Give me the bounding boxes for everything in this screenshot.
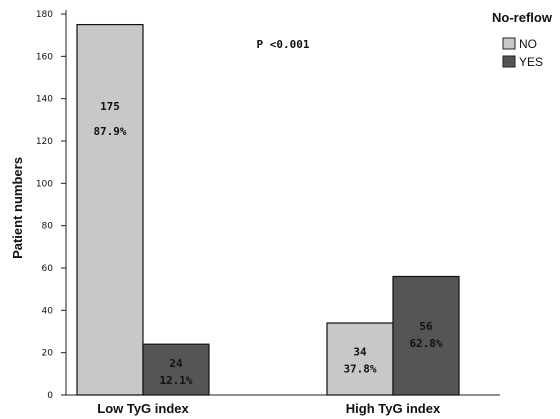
y-tick-label: 160 <box>36 52 53 62</box>
legend-label-no: NO <box>519 37 537 51</box>
p-value-annotation: P <0.001 <box>257 38 310 51</box>
category-labels: Low TyG index High TyG index <box>97 401 441 416</box>
bar-percent-label: 37.8% <box>343 362 376 375</box>
bar-no-0 <box>76 23 144 396</box>
bar-percent-label: 62.8% <box>409 337 442 350</box>
y-tick-label: 80 <box>42 222 54 232</box>
y-tick-label: 100 <box>36 179 53 189</box>
bar-percent-label: 87.9% <box>93 125 126 138</box>
category-label: Low TyG index <box>97 401 189 416</box>
y-tick-label: 140 <box>36 95 53 105</box>
bar-value-label: 34 <box>353 345 367 358</box>
category-label: High TyG index <box>346 401 441 416</box>
bar-percent-label: 12.1% <box>159 374 192 387</box>
y-tick-label: 20 <box>42 349 54 359</box>
y-tick-label: 120 <box>36 137 53 147</box>
legend-title: No-reflow <box>492 10 553 25</box>
bar-value-label: 56 <box>419 320 433 333</box>
bar-value-label: 24 <box>169 357 183 370</box>
y-ticks: 0 20 40 60 80 100 120 140 160 180 <box>36 10 66 401</box>
legend-label-yes: YES <box>519 55 543 69</box>
legend-swatch-no <box>502 37 516 50</box>
y-tick-label: 180 <box>36 10 53 20</box>
bar-value-label: 175 <box>100 100 120 113</box>
y-axis-title: Patient numbers <box>10 157 25 259</box>
y-tick-label: 60 <box>42 264 54 274</box>
legend: No-reflow NO YES <box>492 10 553 69</box>
legend-swatch-yes <box>502 55 516 68</box>
bar-yes-0 <box>142 343 210 396</box>
y-tick-label: 0 <box>47 391 53 401</box>
bar-yes-1 <box>392 275 460 396</box>
bar-no-1 <box>326 322 394 396</box>
y-tick-label: 40 <box>42 306 54 316</box>
bars: 175 87.9% 24 12.1% 34 37.8% 56 62.8% <box>76 23 460 396</box>
